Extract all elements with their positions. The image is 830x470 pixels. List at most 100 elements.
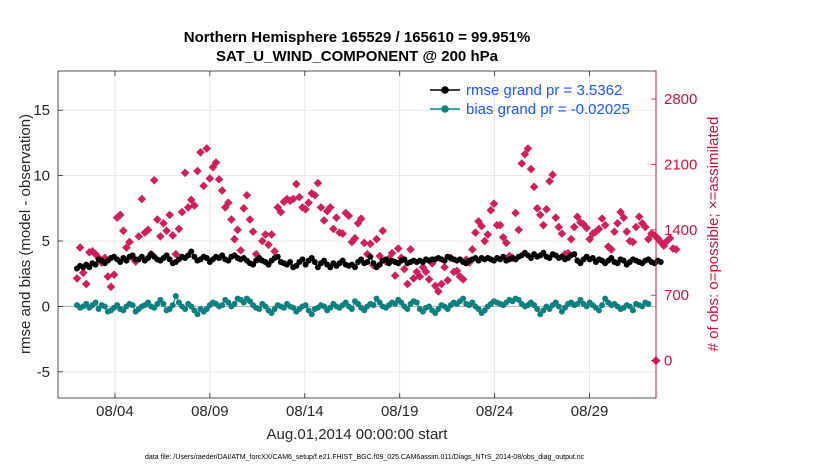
obs-marker xyxy=(554,222,564,232)
obs-marker xyxy=(313,178,323,188)
obs-marker xyxy=(644,234,653,244)
obs-marker xyxy=(545,176,554,186)
legend-rmse-label: rmse grand pr = 3.5362 xyxy=(466,82,622,99)
obs-marker xyxy=(498,233,508,242)
obs-marker xyxy=(486,205,496,215)
bias-point xyxy=(92,299,99,306)
obs-marker xyxy=(452,266,462,276)
obs-marker xyxy=(616,207,625,217)
obs-marker xyxy=(526,164,536,174)
obs-marker xyxy=(180,168,190,178)
obs-marker xyxy=(288,194,298,204)
x-tick-label: 08/24 xyxy=(476,403,514,420)
obs-marker xyxy=(316,203,326,212)
obs-marker xyxy=(196,147,205,157)
obs-marker xyxy=(588,229,598,238)
x-tick-label: 08/04 xyxy=(96,403,134,420)
y-tick-label-left: 10 xyxy=(33,168,50,185)
obs-marker xyxy=(332,213,341,222)
obs-marker xyxy=(199,181,208,191)
bias-point xyxy=(555,303,562,310)
obs-marker xyxy=(477,221,486,231)
obs-marker xyxy=(341,208,350,218)
obs-marker xyxy=(585,234,595,244)
obs-marker xyxy=(174,224,184,234)
obs-marker xyxy=(393,244,403,253)
chart-title-line2: SAT_U_WIND_COMPONENT @ 200 hPa xyxy=(216,48,499,65)
obs-marker xyxy=(430,281,440,291)
obs-marker xyxy=(193,166,202,176)
obs-marker xyxy=(72,274,82,283)
obs-marker xyxy=(520,149,530,159)
rmse-point xyxy=(287,258,294,265)
rmse-point xyxy=(571,251,578,258)
obs-marker xyxy=(387,248,397,258)
obs-marker xyxy=(665,233,675,243)
bias-point xyxy=(595,307,602,314)
obs-marker xyxy=(468,245,477,254)
obs-marker xyxy=(258,236,267,246)
obs-marker xyxy=(502,238,511,248)
obs-marker xyxy=(569,222,579,232)
rmse-point xyxy=(188,248,195,255)
y-axis-label-left: rmse and bias (model - observation) xyxy=(17,114,34,354)
obs-marker xyxy=(119,226,128,236)
obs-marker xyxy=(81,279,91,289)
obs-marker xyxy=(190,201,199,210)
obs-marker xyxy=(301,204,310,214)
obs-marker xyxy=(356,214,366,223)
obs-marker xyxy=(267,230,276,239)
obs-marker xyxy=(424,275,434,284)
obs-marker xyxy=(338,229,347,238)
obs-marker xyxy=(350,233,360,243)
obs-marker xyxy=(613,218,622,228)
obs-marker xyxy=(242,190,252,200)
obs-marker xyxy=(202,144,212,153)
obs-marker xyxy=(619,213,628,222)
obs-marker xyxy=(551,213,561,222)
y-tick-label-left: 5 xyxy=(42,233,50,250)
y-tick-label-right: 2800 xyxy=(664,91,697,108)
obs-marker xyxy=(529,182,539,192)
obs-marker xyxy=(480,236,489,246)
obs-marker xyxy=(227,215,236,224)
bias-point xyxy=(404,306,411,313)
obs-marker xyxy=(483,230,493,239)
obs-marker xyxy=(78,268,88,278)
legend: rmse grand pr = 3.5362 bias grand pr = -0… xyxy=(430,82,630,118)
x-tick-label: 08/09 xyxy=(191,403,229,420)
obs-marker xyxy=(474,217,483,226)
obs-marker xyxy=(440,262,449,272)
bias-point xyxy=(256,306,263,313)
x-axis-label: Aug.01,2014 00:00:00 start xyxy=(267,426,449,443)
bias-point xyxy=(302,302,309,309)
obs-marker xyxy=(535,210,545,220)
obs-marker xyxy=(239,204,249,213)
y-tick-label-right: 2100 xyxy=(664,156,697,173)
obs-marker xyxy=(437,279,446,289)
obs-marker xyxy=(409,274,418,283)
obs-marker xyxy=(390,271,400,280)
obs-marker xyxy=(514,225,523,235)
obs-marker xyxy=(634,212,644,222)
obs-marker xyxy=(285,196,295,206)
obs-marker xyxy=(455,272,465,281)
obs-marker xyxy=(597,214,607,223)
obs-marker xyxy=(582,223,591,233)
obs-marker xyxy=(458,275,468,284)
y-tick-label-right: 0 xyxy=(664,353,672,370)
obs-marker xyxy=(406,245,415,254)
rmse-point xyxy=(311,258,318,265)
bias-point xyxy=(194,311,201,318)
bias-point xyxy=(219,302,226,309)
obs-marker xyxy=(186,195,196,205)
chart-title-line1: Northern Hemisphere 165529 / 165610 = 99… xyxy=(184,29,530,46)
rmse-point xyxy=(299,256,306,263)
bias-point xyxy=(629,307,636,314)
rmse-point xyxy=(351,264,358,271)
obs-marker xyxy=(421,267,431,277)
obs-marker xyxy=(563,248,573,258)
bias-point xyxy=(413,299,420,306)
obs-marker xyxy=(156,232,165,241)
obs-marker xyxy=(557,229,567,238)
